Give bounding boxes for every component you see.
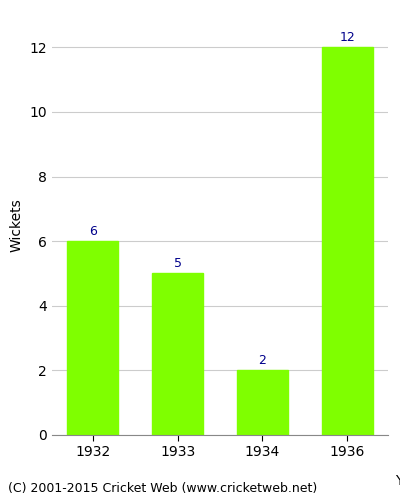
Text: 12: 12 (339, 31, 355, 44)
Bar (237, 370, 288, 435)
Text: 5: 5 (174, 257, 182, 270)
Text: 6: 6 (89, 225, 97, 238)
Text: 2: 2 (258, 354, 266, 367)
Text: Year: Year (395, 474, 400, 488)
Bar (152, 274, 203, 435)
Text: (C) 2001-2015 Cricket Web (www.cricketweb.net): (C) 2001-2015 Cricket Web (www.cricketwe… (8, 482, 317, 495)
Bar (67, 241, 118, 435)
Y-axis label: Wickets: Wickets (10, 198, 24, 252)
Bar (322, 48, 373, 435)
